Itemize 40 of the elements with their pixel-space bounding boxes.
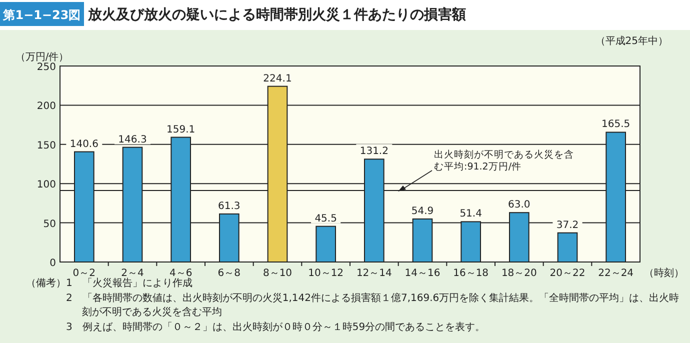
- x-tick-label: 4～6: [169, 268, 192, 279]
- x-tick-label: 0～2: [72, 268, 96, 279]
- data-label: 131.2: [360, 146, 388, 158]
- data-label: 51.4: [460, 208, 482, 220]
- y-axis-title: （万円/件）: [15, 52, 69, 63]
- data-label: 45.5: [314, 213, 337, 224]
- chart-subtitle: （平成25年中）: [595, 35, 668, 47]
- x-tick-label: 18～20: [501, 268, 537, 279]
- x-tick-label: 2～4: [121, 268, 144, 279]
- text: （備考）: [26, 278, 66, 289]
- text: 3 例えば、時間帯の「０～２」は、出火時刻が０時０分～１時59分の間であることを表す。: [66, 321, 486, 335]
- data-label: 140.6: [70, 138, 98, 150]
- x-tick-label: 22～24: [598, 268, 634, 279]
- y-tick-label: 50: [43, 218, 56, 230]
- text: 第1−1−23図: [2, 8, 81, 22]
- y-tick-label: 100: [36, 180, 56, 191]
- data-label: 159.1: [166, 124, 196, 136]
- x-tick-label: 20～22: [550, 268, 586, 279]
- data-label: 224.1: [263, 73, 292, 84]
- x-tick-label: 8～10: [262, 268, 292, 279]
- y-tick-label: 200: [36, 101, 56, 112]
- x-axis-title: （時刻）: [644, 267, 684, 279]
- ref-line-label: 出火時刻が不明である火災を含む平均:91.2万円/件: [434, 148, 574, 172]
- y-tick-label: 250: [36, 62, 56, 73]
- data-label: 63.0: [508, 200, 530, 211]
- x-tick-label: 14～16: [404, 268, 440, 279]
- x-tick-label: 12～14: [356, 268, 392, 279]
- data-label: 37.2: [556, 220, 579, 231]
- y-tick-label: 150: [36, 140, 56, 152]
- data-label: 61.3: [218, 200, 240, 212]
- data-label: 146.3: [118, 134, 147, 146]
- x-tick-label: 16～18: [453, 268, 489, 279]
- x-tick-label: 10～12: [308, 268, 344, 279]
- text: 2 「各時間帯の数値は、出火時刻が不明の火災1,142件による損害額１億7,169.6万円を除く集計結果。「全時間帯の平均」は、出火時刻が不明である火災を含む平均: [66, 292, 680, 320]
- data-label: 165.5: [602, 119, 630, 130]
- chart-title: 放火及び放火の疑いによる時間帯別火災１件あたりの損害額: [87, 6, 466, 23]
- x-tick-label: 6～8: [218, 268, 241, 279]
- y-tick-label: 0: [50, 258, 56, 269]
- data-label: 54.9: [411, 206, 434, 217]
- text: 1 「火災報告」により作成: [66, 278, 192, 289]
